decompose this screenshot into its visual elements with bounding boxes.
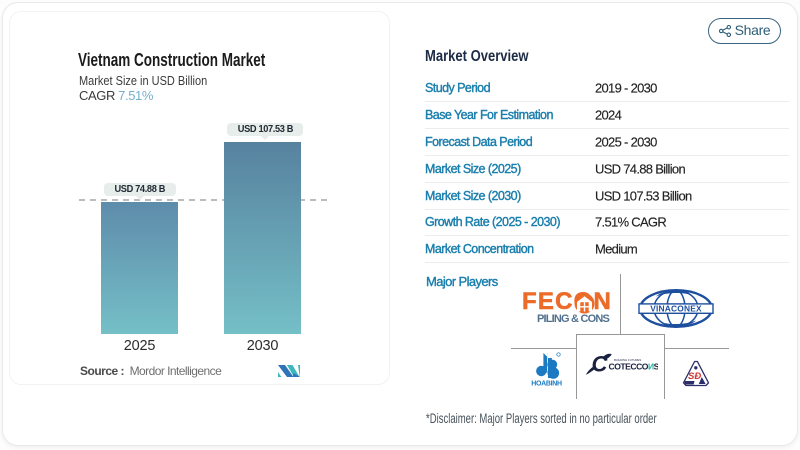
svg-text:BUILDING FUTURES: BUILDING FUTURES [614,358,641,362]
svg-text:SĐ: SĐ [688,371,701,382]
svg-text:COTECCOИS: COTECCOИS [609,362,659,372]
svg-text:VINACONEX: VINACONEX [650,303,702,313]
svg-text:C: C [592,352,609,377]
svg-text:HOABINH: HOABINH [531,381,562,388]
